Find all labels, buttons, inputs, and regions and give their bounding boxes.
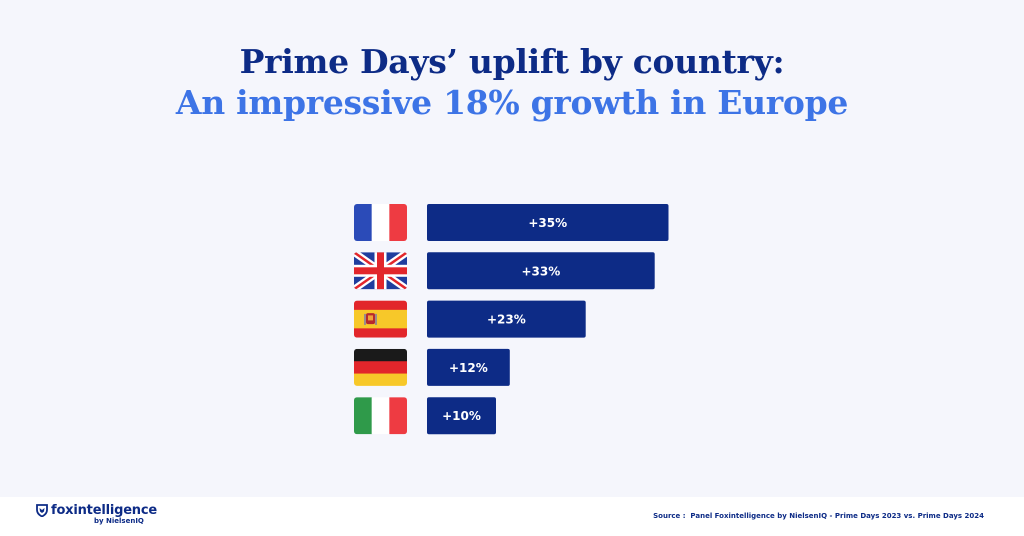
footer: foxintelligence by NielsenIQ Source : Pa…: [0, 497, 1024, 536]
bar-value-label: +12%: [449, 361, 488, 375]
source-text: Panel Foxintelligence by NielsenIQ - Pri…: [690, 512, 984, 520]
bar: [427, 348, 510, 386]
bar-value-label: +35%: [528, 216, 567, 230]
fox-shield-icon: [36, 504, 48, 517]
brand-subtitle: by NielsenIQ: [94, 517, 144, 525]
bar: [427, 252, 655, 290]
flag-spain-icon: [354, 300, 407, 338]
brand-name: foxintelligence: [51, 503, 157, 518]
source-note: Source : Panel Foxintelligence by Nielse…: [653, 512, 984, 520]
bar-value-label: +23%: [487, 313, 526, 327]
bar-row-germany: +12%: [354, 348, 510, 386]
source-label: Source :: [653, 512, 686, 520]
bar-row-united-kingdom: +33%: [354, 252, 655, 290]
brand-logo: foxintelligence by NielsenIQ: [36, 503, 157, 525]
flag-uk-icon: [354, 252, 407, 290]
bar-row-spain: +23%: [354, 300, 586, 338]
bar: [427, 397, 496, 435]
chart-title: Prime Days’ uplift by country: An impres…: [0, 42, 1024, 124]
title-line-2: An impressive 18% growth in Europe: [175, 83, 849, 122]
bar-value-label: +33%: [521, 264, 560, 278]
bar-row-france: +35%: [354, 204, 669, 241]
bar-value-label: +10%: [442, 409, 481, 423]
bar-chart: +35% +33% +23% +12% +10%: [354, 204, 669, 435]
chart-canvas: [0, 0, 1024, 497]
bar: [427, 204, 669, 241]
flag-germany-icon: [354, 348, 407, 386]
bar: [427, 300, 586, 338]
bar-row-italy: +10%: [354, 397, 496, 435]
title-line-1: Prime Days’ uplift by country:: [239, 42, 785, 81]
flag-italy-icon: [354, 397, 407, 435]
flag-france-icon: [354, 204, 407, 241]
